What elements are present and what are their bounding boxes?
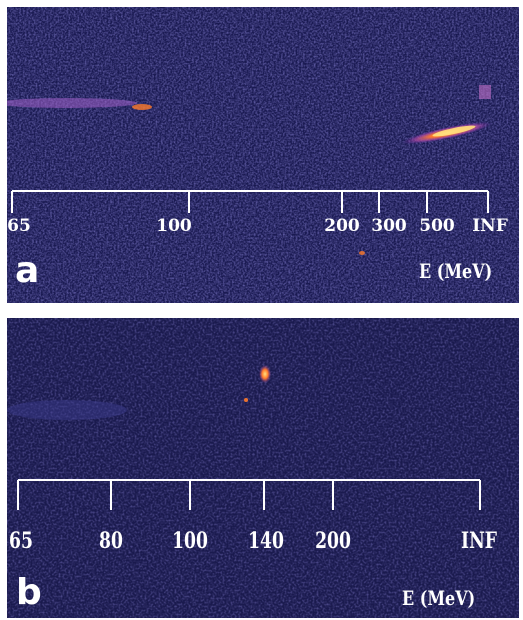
energy-scale xyxy=(17,479,481,510)
tick-label: INF xyxy=(461,528,497,554)
tick-label: INF xyxy=(472,216,508,236)
axis-title: E (MeV) xyxy=(419,259,493,283)
tick-label: 65 xyxy=(7,216,31,236)
tick-label: 200 xyxy=(315,528,351,554)
tick-label: 100 xyxy=(156,216,192,236)
tick-label: 100 xyxy=(172,528,208,554)
tick-label: 65 xyxy=(9,528,33,554)
tick-label: 200 xyxy=(324,216,360,236)
axis-title: E (MeV) xyxy=(402,586,476,610)
panel-label: a xyxy=(15,250,40,291)
tick-label: 80 xyxy=(99,528,123,554)
signal-spot xyxy=(132,104,152,110)
tick-label: 500 xyxy=(419,216,455,236)
noise-background xyxy=(7,318,519,618)
spectrometer-image-b: 65 80 100 140 200 INF E (MeV) b xyxy=(7,318,519,618)
spectrometer-image-a: 65 100 200 300 500 INF E (MeV) a xyxy=(7,7,519,303)
panel-label: b xyxy=(16,572,42,613)
noise-background xyxy=(7,7,519,303)
tick-label: 300 xyxy=(371,216,407,236)
energy-scale xyxy=(11,190,489,213)
tick-label: 140 xyxy=(248,528,284,554)
beam-streak-left xyxy=(7,98,137,108)
signal-spot xyxy=(259,365,271,383)
